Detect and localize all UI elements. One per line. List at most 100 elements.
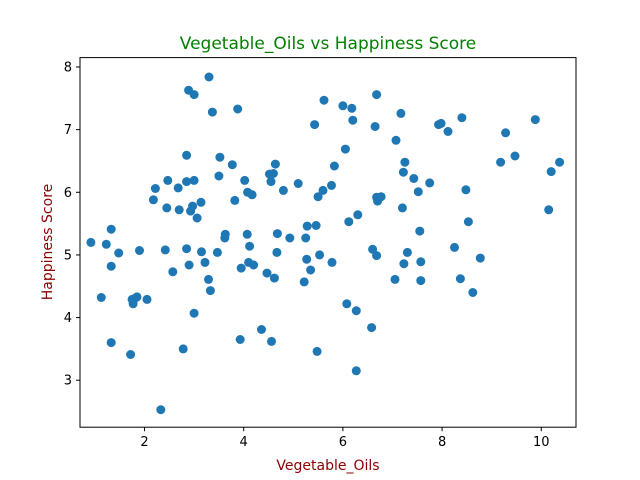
data-point-80: [313, 192, 323, 202]
data-point-131: [530, 115, 540, 125]
data-point-83: [319, 95, 329, 105]
data-point-20: [168, 267, 178, 277]
data-point-122: [455, 274, 465, 284]
data-point-69: [278, 185, 288, 195]
data-point-41: [207, 107, 217, 117]
data-point-6: [114, 248, 124, 258]
data-point-5: [106, 338, 116, 348]
data-point-133: [546, 167, 556, 177]
y-tick-label-6: 6: [64, 186, 72, 201]
data-point-28: [184, 260, 194, 270]
data-point-95: [351, 366, 361, 376]
data-point-110: [400, 157, 410, 167]
data-point-132: [544, 205, 554, 215]
data-point-96: [367, 323, 377, 333]
x-axis-ticks: 2 4 6 8 10: [140, 427, 550, 450]
data-point-43: [214, 171, 224, 181]
data-point-104: [390, 274, 400, 284]
chart-title: Vegetable_Oils vs Happiness Score: [180, 34, 476, 54]
data-point-99: [372, 251, 382, 261]
data-point-106: [396, 108, 406, 118]
data-point-42: [212, 247, 222, 257]
data-point-70: [285, 233, 295, 243]
y-tick-label-5: 5: [64, 248, 72, 263]
data-point-19: [163, 175, 173, 185]
data-point-3: [106, 224, 116, 234]
data-point-119: [436, 118, 446, 128]
data-point-40: [205, 286, 215, 296]
data-point-85: [327, 257, 337, 267]
data-point-47: [227, 160, 237, 170]
y-tick-label-4: 4: [64, 311, 72, 326]
data-point-68: [272, 229, 282, 239]
data-point-88: [340, 144, 350, 154]
data-point-134: [555, 157, 565, 167]
data-point-84: [327, 180, 336, 190]
x-tick-label-4: 4: [240, 435, 248, 450]
data-point-13: [142, 294, 152, 304]
data-point-66: [270, 159, 280, 169]
data-point-109: [399, 259, 409, 269]
data-point-65: [269, 273, 279, 283]
data-point-76: [306, 265, 316, 275]
data-point-58: [249, 260, 259, 270]
data-point-51: [236, 263, 246, 273]
data-point-17: [160, 245, 170, 255]
data-point-22: [174, 205, 184, 215]
data-point-36: [197, 247, 206, 257]
data-point-92: [348, 115, 358, 125]
data-point-31: [189, 175, 199, 185]
data-point-82: [318, 185, 328, 195]
data-point-101: [372, 90, 382, 100]
data-point-112: [409, 174, 419, 183]
data-point-125: [463, 217, 473, 227]
data-point-63: [267, 336, 276, 346]
x-tick-label-8: 8: [438, 435, 446, 450]
data-point-103: [376, 192, 386, 202]
data-point-24: [182, 177, 192, 187]
data-point-90: [344, 217, 354, 227]
data-point-48: [230, 195, 240, 205]
data-point-16: [156, 405, 166, 415]
data-point-126: [468, 288, 478, 297]
data-point-114: [415, 226, 425, 236]
data-point-121: [450, 242, 459, 252]
data-point-93: [351, 306, 361, 316]
data-point-7: [126, 350, 136, 359]
data-point-94: [353, 210, 363, 220]
data-point-35: [196, 197, 206, 207]
data-point-18: [162, 203, 172, 213]
data-point-52: [240, 175, 250, 185]
data-point-111: [402, 247, 412, 257]
data-point-81: [315, 250, 325, 260]
data-point-46: [220, 229, 230, 239]
data-point-123: [457, 113, 467, 123]
data-point-44: [215, 152, 225, 162]
y-axis-ticks: 3 4 5 6 7 8: [64, 60, 80, 389]
data-point-56: [245, 241, 255, 251]
data-point-87: [338, 101, 348, 111]
data-point-15: [150, 184, 160, 193]
data-point-116: [416, 276, 426, 286]
plot-frame: [79, 57, 577, 428]
data-point-130: [510, 151, 520, 161]
data-point-12: [135, 246, 144, 255]
data-point-124: [461, 185, 471, 195]
data-point-128: [496, 157, 506, 167]
data-point-67: [272, 247, 282, 257]
data-point-91: [347, 103, 357, 113]
data-point-50: [235, 335, 245, 344]
data-point-107: [397, 203, 407, 213]
data-point-30: [188, 201, 198, 211]
data-point-23: [178, 344, 188, 354]
data-point-62: [266, 177, 276, 187]
data-point-33: [189, 308, 199, 318]
data-point-1: [96, 293, 106, 302]
data-point-73: [301, 233, 311, 243]
data-point-105: [391, 135, 401, 145]
data-point-74: [302, 254, 312, 264]
data-point-98: [370, 122, 380, 131]
data-point-39: [204, 72, 214, 82]
data-point-53: [242, 229, 252, 239]
data-point-78: [311, 221, 321, 230]
